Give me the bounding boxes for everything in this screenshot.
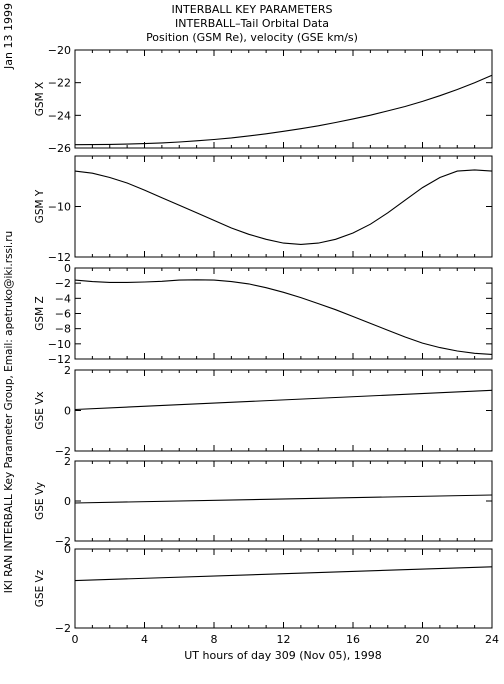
panel-frame bbox=[74, 548, 493, 629]
x-tick-label: 8 bbox=[211, 633, 218, 646]
y-tick-label: 0 bbox=[64, 495, 71, 508]
y-axis-label: GSE Vx bbox=[34, 391, 46, 429]
y-tick-label: −24 bbox=[48, 109, 71, 122]
series-line bbox=[74, 566, 493, 582]
y-axis-label: GSE Vy bbox=[34, 482, 46, 520]
y-tick-label: −6 bbox=[55, 308, 71, 321]
y-axis-label: GSM X bbox=[34, 82, 46, 116]
y-tick-label: −12 bbox=[48, 251, 71, 264]
y-tick-label: −10 bbox=[48, 201, 71, 214]
y-tick-label: −26 bbox=[48, 142, 71, 155]
panel-1: −26 −24 −22 −20 GSM X bbox=[34, 44, 493, 155]
y-tick-label: −2 bbox=[55, 535, 71, 548]
title-line-2: INTERBALL–Tail Orbital Data bbox=[175, 17, 329, 30]
x-tick-label: 4 bbox=[141, 633, 148, 646]
title-line-3: Position (GSM Re), velocity (GSE km/s) bbox=[146, 31, 358, 44]
y-tick-label: −20 bbox=[48, 44, 71, 57]
y-tick-label: 0 bbox=[64, 405, 71, 418]
x-tick-label: 0 bbox=[72, 633, 79, 646]
y-tick-label: −12 bbox=[48, 353, 71, 366]
panel-6: −2 0 GSE Vz bbox=[34, 543, 493, 635]
panel-frame bbox=[74, 155, 493, 258]
series-line bbox=[74, 74, 493, 146]
y-tick-label: −2 bbox=[55, 445, 71, 458]
x-tick-label: 12 bbox=[277, 633, 291, 646]
y-tick-label: −8 bbox=[55, 323, 71, 336]
date-label: Jan 13 1999 bbox=[2, 3, 15, 70]
y-axis-label: GSE Vz bbox=[34, 569, 46, 607]
panel-3: −12 −10 −8 −6 −4 −2 0 GSM Z bbox=[34, 262, 493, 366]
panel-frame bbox=[74, 369, 493, 452]
panel-frame bbox=[74, 460, 493, 542]
y-axis-label: GSM Z bbox=[34, 296, 46, 330]
y-axis-label: GSM Y bbox=[34, 189, 46, 223]
x-tick-label: 24 bbox=[485, 633, 499, 646]
credit-label: IKI RAN INTERBALL Key Parameter Group, E… bbox=[3, 231, 15, 593]
y-tick-label: −2 bbox=[55, 622, 71, 635]
panel-5: −2 0 2 GSE Vy bbox=[34, 455, 493, 548]
panel-4: −2 0 2 GSE Vx bbox=[34, 364, 493, 458]
series-line bbox=[74, 389, 493, 411]
y-tick-label: −2 bbox=[55, 277, 71, 290]
series-line bbox=[74, 279, 493, 355]
title-line-1: INTERBALL KEY PARAMETERS bbox=[172, 3, 333, 16]
y-tick-label: −22 bbox=[48, 77, 71, 90]
x-tick-label: 20 bbox=[416, 633, 430, 646]
y-tick-label: 0 bbox=[64, 543, 71, 556]
y-tick-label: 2 bbox=[64, 364, 71, 377]
y-tick-label: −10 bbox=[48, 338, 71, 351]
x-tick-label: 16 bbox=[346, 633, 360, 646]
y-tick-label: −4 bbox=[55, 292, 71, 305]
x-axis-label: UT hours of day 309 (Nov 05), 1998 bbox=[184, 649, 382, 662]
series-line bbox=[74, 169, 493, 245]
y-tick-label: 0 bbox=[64, 262, 71, 275]
y-tick-label: 2 bbox=[64, 455, 71, 468]
series-line bbox=[74, 494, 493, 504]
